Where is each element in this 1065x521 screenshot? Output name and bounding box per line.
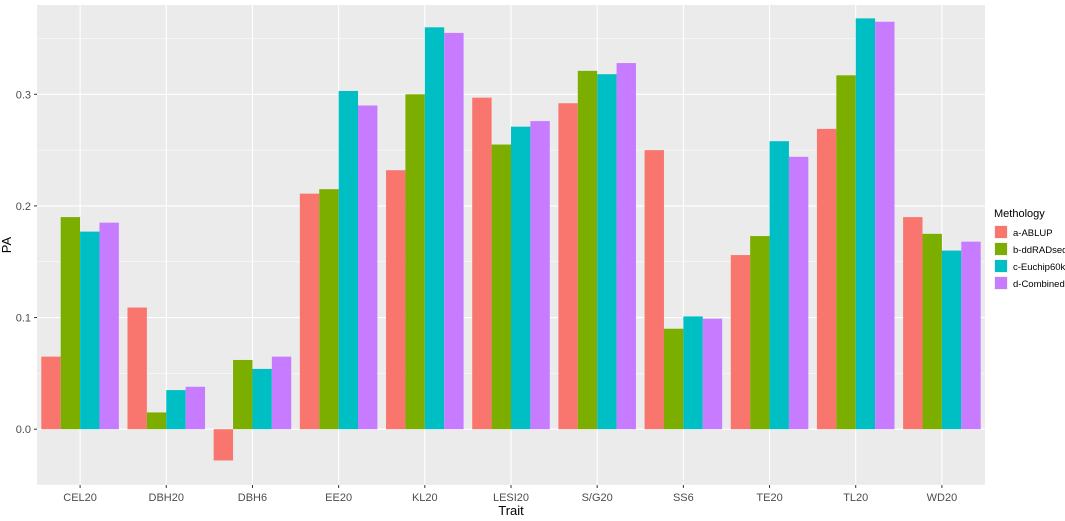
x-tick-label: EE20 (325, 492, 352, 504)
x-axis-ticks: CEL20 DBH20 DBH6 EE20 KL20 LESI20 S/G20 SS6 TE20… (63, 485, 957, 504)
bar (299, 193, 320, 430)
bar (338, 90, 359, 430)
y-tick-label: 0.0 (16, 424, 31, 436)
bar (922, 233, 942, 430)
x-tick-label: DBH6 (238, 492, 267, 504)
bar (788, 156, 809, 430)
legend-label: d-Combined (1013, 279, 1065, 290)
bar (511, 126, 531, 430)
x-tick-label: TL20 (843, 492, 868, 504)
x-tick-label: SS6 (673, 492, 694, 504)
legend-label: b-ddRADseq (1013, 245, 1065, 256)
bar (80, 231, 100, 430)
y-tick-label: 0.1 (16, 313, 31, 325)
bar (213, 429, 234, 461)
bar (663, 328, 684, 430)
legend-label: a-ABLUP (1013, 228, 1053, 239)
bar (730, 255, 751, 430)
bar (769, 141, 789, 430)
bar (127, 307, 147, 430)
legend-swatch (995, 277, 1007, 289)
bar (558, 103, 578, 430)
bar (424, 27, 445, 430)
x-tick-label: TE20 (756, 492, 782, 504)
bars (41, 18, 981, 461)
bar (252, 368, 272, 430)
x-tick-label: S/G20 (582, 492, 613, 504)
bar (683, 316, 703, 430)
bar (750, 236, 770, 430)
bar (60, 217, 81, 430)
y-axis-title: PA (0, 236, 14, 253)
x-tick-label: WD20 (927, 492, 958, 504)
bar (530, 121, 550, 430)
bar (271, 356, 292, 430)
bar (185, 386, 206, 430)
legend-swatch (995, 243, 1007, 255)
bar (577, 70, 598, 430)
bar (875, 21, 895, 430)
bar (836, 75, 856, 430)
bar (903, 217, 923, 430)
x-axis-title: Trait (498, 503, 524, 518)
bar (166, 390, 186, 430)
bar (616, 63, 636, 430)
legend-label: c-Euchip60k (1013, 262, 1065, 273)
bar (146, 412, 167, 430)
bar (444, 32, 464, 430)
bar (644, 150, 664, 430)
bar (99, 222, 119, 430)
legend-title: Methology (994, 208, 1045, 220)
bar (491, 144, 511, 430)
bar (855, 18, 876, 430)
bar (941, 250, 962, 430)
bar (816, 128, 837, 430)
bar (405, 94, 425, 430)
y-tick-label: 0.3 (16, 89, 31, 101)
x-tick-label: LESI20 (493, 492, 529, 504)
bar (233, 359, 253, 430)
legend-swatch (995, 260, 1007, 272)
legend-swatch (995, 226, 1007, 238)
bar (472, 97, 492, 430)
bar (386, 170, 406, 430)
legend: Methology a-ABLUP b-ddRADseq c-Euchip60k d-… (994, 208, 1065, 290)
bar (597, 74, 617, 430)
x-tick-label: DBH20 (149, 492, 184, 504)
bar (961, 241, 981, 430)
bar (41, 356, 61, 430)
y-axis-ticks: 0.0 0.1 0.2 0.3 (16, 89, 37, 436)
bar (702, 318, 723, 430)
x-tick-label: CEL20 (63, 492, 97, 504)
x-tick-label: KL20 (412, 492, 438, 504)
bar (319, 189, 339, 430)
legend-items: a-ABLUP b-ddRADseq c-Euchip60k d-Combined (994, 225, 1065, 290)
y-tick-label: 0.2 (16, 201, 31, 213)
bar (358, 105, 378, 430)
